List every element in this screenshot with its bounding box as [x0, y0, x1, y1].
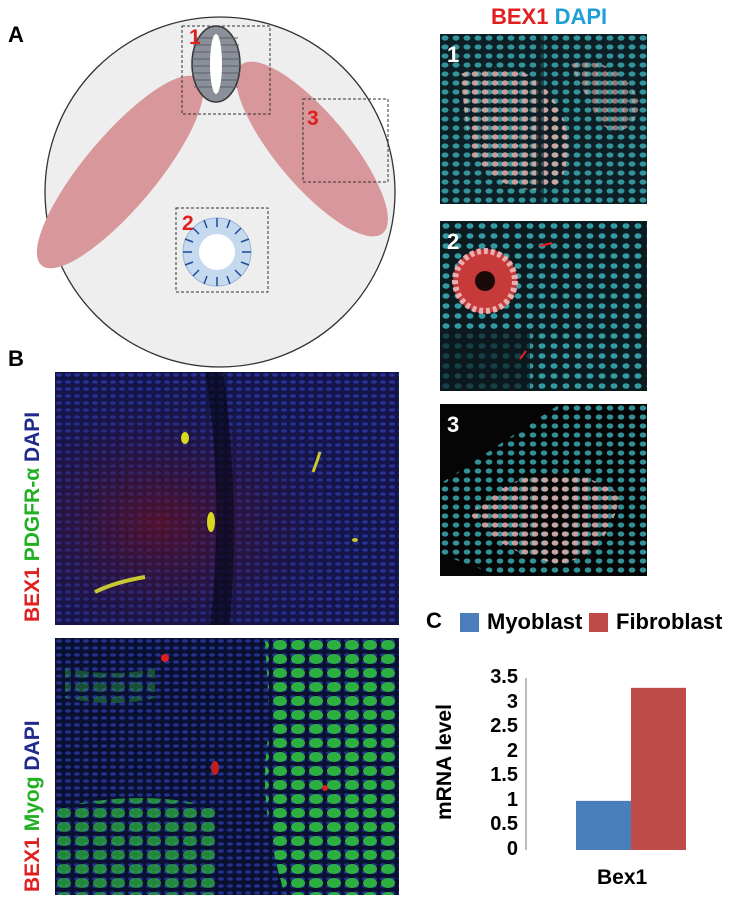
ring-structure [182, 217, 252, 287]
legend-myoblast: Myoblast [460, 609, 582, 635]
legend-label-fibroblast: Fibroblast [616, 609, 723, 634]
y-tick-label: 1.5 [490, 764, 518, 787]
legend-swatch-fibroblast [589, 612, 608, 632]
region-label-2: 2 [182, 212, 194, 235]
legend-label-myoblast: Myoblast [487, 609, 583, 634]
label-dapi-top: DAPI [21, 411, 44, 463]
label-dapi-bottom: DAPI [21, 720, 44, 771]
y-tick-label: 3 [506, 690, 518, 713]
micrograph-pdgfr [55, 372, 399, 625]
y-tick-label: 0.5 [490, 813, 518, 836]
panel-label-a: A [8, 22, 24, 47]
header-bex1: BEX1 [491, 4, 549, 29]
label-bex1-top: BEX1 [21, 567, 44, 622]
y-tick-label: 2.5 [490, 715, 518, 738]
legend-swatch-myoblast [460, 612, 479, 632]
x-axis-label: Bex1 [597, 866, 648, 889]
bar-myoblast [576, 800, 631, 850]
micrograph-1: 1 [440, 34, 647, 204]
region-box-2 [175, 207, 269, 293]
bar-fibroblast [631, 687, 686, 850]
label-myog-stain: BEX1 Myog DAPI [21, 720, 45, 892]
embryo-schematic [36, 16, 396, 368]
region-label-1: 1 [189, 26, 201, 49]
image-number-2: 2 [447, 229, 460, 254]
micrograph-2: 2 [440, 221, 647, 391]
label-pdgfr: PDGFR-α [21, 467, 44, 562]
neural-tube [191, 25, 241, 103]
muscle-left [36, 75, 204, 269]
label-pdgfr-stain: BEX1 PDGFR-α DAPI [21, 412, 45, 622]
region-box-1 [181, 25, 271, 115]
y-tick-label: 2 [506, 739, 518, 762]
y-axis-label: mRNA level [433, 704, 456, 820]
image-number-1: 1 [447, 42, 460, 67]
y-tick-label: 3.5 [490, 666, 518, 688]
label-myog: Myog [21, 776, 44, 832]
header-dapi: DAPI [554, 4, 608, 29]
y-tick-label: 1 [506, 788, 518, 811]
panel-a-header: BEX1 DAPI [491, 4, 607, 30]
bar-chart [525, 678, 686, 850]
micrograph-myog [55, 638, 399, 895]
y-tick-label: 0 [506, 838, 518, 860]
panel-label-c: C [426, 608, 442, 633]
micrograph-3: 3 [440, 404, 647, 576]
legend-fibroblast: Fibroblast [589, 609, 722, 635]
label-bex1-bottom: BEX1 [21, 837, 44, 892]
image-number-3: 3 [447, 412, 460, 437]
region-label-3: 3 [307, 107, 319, 130]
muscle-right [236, 61, 388, 237]
region-box-3 [302, 98, 389, 183]
panel-label-b: B [8, 346, 24, 371]
